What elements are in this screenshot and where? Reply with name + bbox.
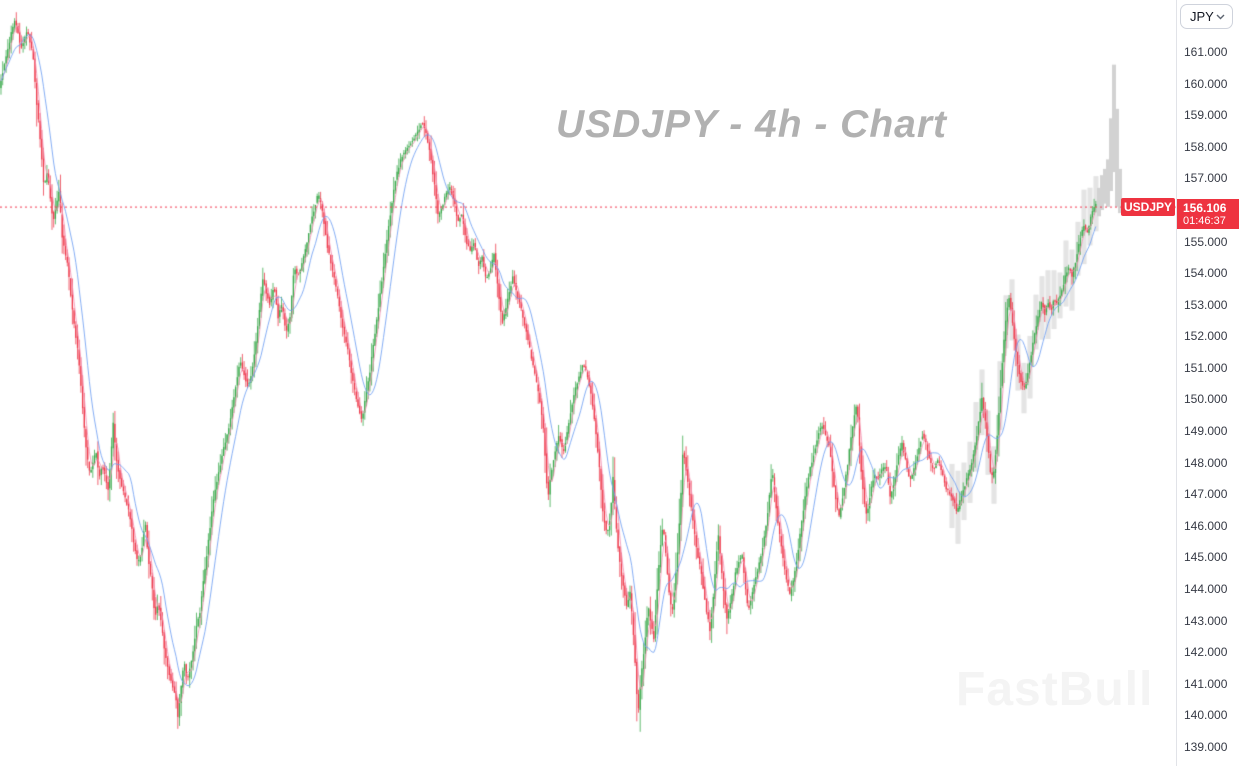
price-tick: 157.000 [1184, 171, 1228, 186]
chart-title-watermark: USDJPY - 4h - Chart [556, 103, 948, 146]
price-tick: 152.000 [1184, 329, 1228, 344]
price-tick: 160.000 [1184, 76, 1228, 91]
price-tick: 158.000 [1184, 139, 1228, 154]
price-tick: 154.000 [1184, 266, 1228, 281]
price-tick: 139.000 [1184, 739, 1228, 754]
price-tick: 161.000 [1184, 45, 1228, 59]
candlestick-canvas[interactable] [0, 0, 1176, 766]
price-tick: 150.000 [1184, 392, 1228, 407]
price-tick: 159.000 [1184, 108, 1228, 123]
current-price-value: 156.106 [1183, 200, 1227, 215]
symbol-price-tag: USDJPY [1121, 198, 1175, 216]
price-tick: 144.000 [1184, 582, 1228, 597]
price-tick: 140.000 [1184, 708, 1228, 723]
price-tick: 149.000 [1184, 424, 1228, 439]
price-tick: 146.000 [1184, 518, 1228, 533]
price-tick: 151.000 [1184, 360, 1228, 375]
price-tick: 142.000 [1184, 645, 1228, 660]
brand-watermark: FastBull [956, 663, 1154, 716]
currency-selector-value: JPY [1190, 9, 1214, 24]
price-tick: 153.000 [1184, 297, 1228, 312]
price-tick: 147.000 [1184, 487, 1228, 502]
current-price-label: 156.106 01:46:37 [1177, 199, 1239, 229]
chart-pane[interactable]: USDJPY - 4h - Chart FastBull USDJPY [0, 0, 1176, 766]
chevron-down-icon [1216, 14, 1225, 19]
price-axis[interactable]: 156.106 01:46:37 161.000 160.000 159.000 15… [1176, 0, 1239, 766]
bar-countdown: 01:46:37 [1183, 214, 1226, 227]
price-tick: 141.000 [1184, 676, 1228, 691]
currency-selector[interactable]: JPY [1180, 4, 1233, 29]
price-tick: 155.000 [1184, 234, 1228, 249]
price-tick: 145.000 [1184, 550, 1228, 565]
price-tick: 143.000 [1184, 613, 1228, 628]
price-tick: 148.000 [1184, 455, 1228, 470]
